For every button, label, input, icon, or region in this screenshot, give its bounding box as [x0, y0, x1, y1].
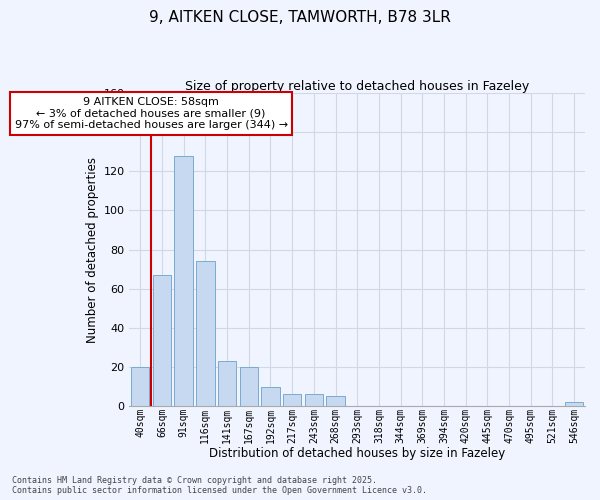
- Text: 9, AITKEN CLOSE, TAMWORTH, B78 3LR: 9, AITKEN CLOSE, TAMWORTH, B78 3LR: [149, 10, 451, 25]
- Title: Size of property relative to detached houses in Fazeley: Size of property relative to detached ho…: [185, 80, 529, 93]
- Bar: [131, 367, 149, 406]
- Bar: [305, 394, 323, 406]
- Bar: [196, 262, 215, 406]
- X-axis label: Distribution of detached houses by size in Fazeley: Distribution of detached houses by size …: [209, 447, 505, 460]
- Bar: [283, 394, 301, 406]
- Text: Contains HM Land Registry data © Crown copyright and database right 2025.
Contai: Contains HM Land Registry data © Crown c…: [12, 476, 427, 495]
- Bar: [239, 367, 258, 406]
- Bar: [175, 156, 193, 406]
- Bar: [153, 275, 171, 406]
- Bar: [326, 396, 345, 406]
- Y-axis label: Number of detached properties: Number of detached properties: [86, 156, 99, 342]
- Bar: [565, 402, 583, 406]
- Bar: [218, 361, 236, 406]
- Text: 9 AITKEN CLOSE: 58sqm
← 3% of detached houses are smaller (9)
97% of semi-detach: 9 AITKEN CLOSE: 58sqm ← 3% of detached h…: [14, 97, 287, 130]
- Bar: [261, 386, 280, 406]
